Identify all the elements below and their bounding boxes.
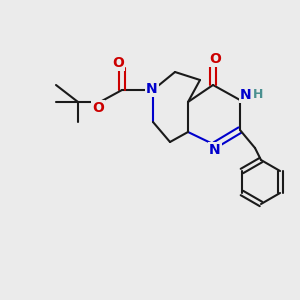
Text: H: H <box>253 88 263 101</box>
Text: O: O <box>112 56 124 70</box>
Text: N: N <box>240 88 252 102</box>
Text: O: O <box>209 52 221 66</box>
Text: N: N <box>146 82 158 96</box>
Text: N: N <box>209 143 221 157</box>
Text: O: O <box>92 101 104 115</box>
